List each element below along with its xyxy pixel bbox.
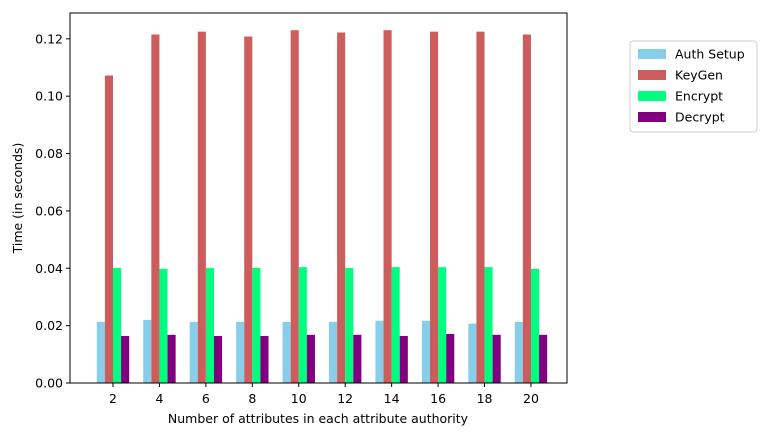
x-tick-label: 20 — [523, 391, 539, 406]
bar-encrypt-4 — [159, 268, 168, 383]
x-tick-label: 16 — [430, 391, 446, 406]
bar-auth-setup-14 — [375, 320, 384, 383]
legend-label: Auth Setup — [675, 47, 745, 62]
bar-auth-setup-12 — [329, 321, 338, 383]
bar-decrypt-2 — [121, 335, 130, 383]
legend-swatch — [638, 91, 666, 101]
bar-keygen-20 — [522, 34, 531, 383]
bar-auth-setup-8 — [236, 321, 245, 383]
legend-frame — [629, 40, 758, 133]
y-tick-label: 0.00 — [35, 376, 63, 391]
legend-swatch — [638, 49, 666, 59]
y-tick-label: 0.10 — [35, 89, 63, 104]
y-tick-label: 0.12 — [35, 31, 63, 46]
bar-auth-setup-20 — [514, 321, 523, 383]
legend: Auth Setup KeyGen Encrypt Decrypt — [629, 40, 758, 133]
bar-encrypt-12 — [345, 267, 354, 383]
bar-keygen-10 — [290, 30, 299, 384]
y-tick-label: 0.06 — [35, 203, 63, 218]
bar-decrypt-6 — [213, 335, 223, 383]
y-tick-label: 0.02 — [35, 318, 63, 333]
bar-keygen-2 — [104, 75, 113, 383]
plot-frame — [69, 12, 568, 384]
bar-encrypt-18 — [484, 267, 493, 383]
bar-keygen-12 — [337, 32, 346, 383]
legend-swatch — [638, 70, 666, 80]
x-tick-label: 14 — [384, 391, 400, 406]
bar-encrypt-10 — [298, 267, 307, 383]
legend-label: Encrypt — [675, 89, 723, 104]
bar-decrypt-20 — [539, 334, 548, 383]
bar-keygen-16 — [429, 31, 439, 384]
bar-auth-setup-6 — [189, 321, 198, 383]
bars-group — [96, 30, 548, 384]
bar-auth-setup-2 — [96, 321, 105, 383]
x-tick-label: 12 — [337, 391, 353, 406]
legend-label: Decrypt — [675, 110, 725, 125]
bar-decrypt-8 — [260, 335, 269, 383]
x-tick-label: 10 — [291, 391, 307, 406]
bar-encrypt-16 — [438, 267, 447, 383]
bar-decrypt-16 — [446, 333, 455, 383]
x-tick-label: 6 — [202, 391, 210, 406]
y-axis-label: Time (in seconds) — [10, 143, 25, 255]
x-axis-label: Number of attributes in each attribute a… — [168, 411, 469, 426]
legend-label: KeyGen — [675, 68, 723, 83]
bar-auth-setup-16 — [421, 320, 430, 383]
x-tick-label: 2 — [109, 391, 117, 406]
bar-keygen-8 — [244, 36, 253, 383]
bar-auth-setup-18 — [468, 323, 477, 383]
x-tick-label: 8 — [248, 391, 256, 406]
bar-decrypt-4 — [167, 334, 176, 383]
x-axis-ticks: 2 4 6 8 10 12 14 16 18 20 — [109, 383, 539, 406]
bar-keygen-14 — [383, 30, 392, 384]
bar-encrypt-8 — [252, 267, 261, 383]
legend-swatch — [638, 112, 666, 122]
bar-keygen-6 — [197, 31, 206, 384]
bar-keygen-18 — [476, 31, 485, 384]
bar-decrypt-10 — [306, 334, 315, 383]
bar-encrypt-14 — [391, 267, 400, 383]
bar-auth-setup-4 — [143, 319, 152, 383]
y-tick-label: 0.04 — [35, 261, 63, 276]
bar-decrypt-18 — [492, 334, 501, 383]
bar-encrypt-2 — [113, 267, 122, 383]
bar-decrypt-12 — [353, 334, 362, 383]
bar-encrypt-20 — [530, 268, 540, 383]
bar-keygen-4 — [151, 34, 160, 383]
bar-auth-setup-10 — [282, 321, 291, 383]
x-tick-label: 4 — [155, 391, 163, 406]
x-tick-label: 18 — [477, 391, 493, 406]
bar-encrypt-6 — [205, 267, 214, 383]
bar-decrypt-14 — [399, 335, 408, 383]
y-axis-ticks: 0.00 0.02 0.04 0.06 0.08 0.10 0.12 — [35, 31, 70, 391]
y-tick-label: 0.08 — [35, 146, 63, 161]
